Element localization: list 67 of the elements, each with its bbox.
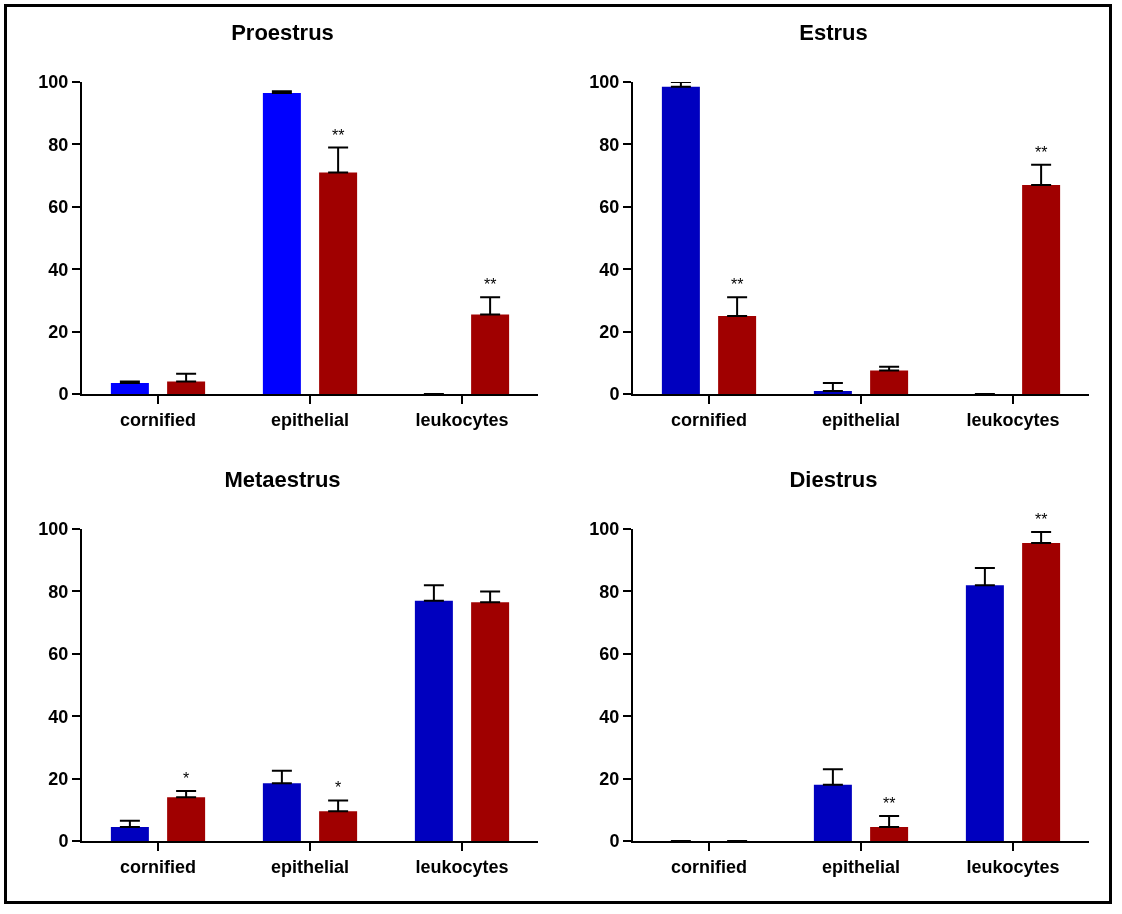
y-tick-label: 100 xyxy=(38,72,69,93)
y-tick-label: 80 xyxy=(48,581,69,602)
bar xyxy=(262,92,301,394)
data-label: ** xyxy=(883,795,896,812)
bar xyxy=(110,826,149,841)
y-tick-label: 40 xyxy=(48,706,69,727)
y-tick-label: 60 xyxy=(48,644,69,665)
y-tick-label: 100 xyxy=(38,519,69,540)
y-tick-label: 60 xyxy=(48,197,69,218)
y-tick-label: 40 xyxy=(599,259,620,280)
bar xyxy=(414,600,453,841)
y-tick-label: 0 xyxy=(58,831,69,852)
y-tick-label: 60 xyxy=(599,197,620,218)
bar xyxy=(870,370,909,394)
y-tick-label: 60 xyxy=(599,644,620,665)
bar xyxy=(319,172,358,394)
data-label: * xyxy=(183,770,190,787)
bar xyxy=(167,797,206,841)
y-tick-label: 100 xyxy=(589,72,620,93)
y-tick-label: 20 xyxy=(48,768,69,789)
x-tick-label: epithelial xyxy=(821,856,901,877)
y-tick-label: 40 xyxy=(48,259,69,280)
bar xyxy=(471,314,510,394)
y-tick-label: 0 xyxy=(609,831,620,852)
bar xyxy=(1022,184,1061,394)
y-tick-label: 80 xyxy=(599,134,620,155)
y-tick-label: 0 xyxy=(609,384,620,405)
bar xyxy=(262,783,301,841)
x-tick-label: cornified xyxy=(119,409,197,430)
data-label: ** xyxy=(1035,144,1048,161)
bar xyxy=(661,86,700,394)
x-tick-label: leukocytes xyxy=(415,409,509,430)
x-tick-label: leukocytes xyxy=(415,856,509,877)
data-label: ** xyxy=(332,127,345,144)
y-tick-label: 100 xyxy=(589,519,620,540)
bar xyxy=(110,383,149,394)
y-tick-label: 80 xyxy=(48,134,69,155)
data-label: ** xyxy=(484,276,497,293)
y-tick-label: 40 xyxy=(599,706,620,727)
x-tick-label: epithelial xyxy=(270,409,350,430)
bar xyxy=(167,381,206,394)
x-tick-label: cornified xyxy=(119,856,197,877)
bar xyxy=(1022,543,1061,841)
bar xyxy=(813,784,852,841)
x-tick-label: epithelial xyxy=(270,856,350,877)
chart-title: Proestrus xyxy=(231,20,334,46)
y-tick-label: 80 xyxy=(599,581,620,602)
y-tick-label: 20 xyxy=(48,321,69,342)
y-tick-label: 20 xyxy=(599,321,620,342)
x-tick-label: cornified xyxy=(670,856,748,877)
x-tick-label: leukocytes xyxy=(966,856,1060,877)
y-tick-label: 20 xyxy=(599,768,620,789)
bar xyxy=(870,826,909,841)
bar xyxy=(471,602,510,841)
data-label: * xyxy=(335,779,342,796)
x-tick-label: epithelial xyxy=(821,409,901,430)
y-tick-label: 0 xyxy=(58,384,69,405)
bar xyxy=(965,585,1004,841)
bar xyxy=(319,811,358,841)
x-tick-label: leukocytes xyxy=(966,409,1060,430)
x-tick-label: cornified xyxy=(670,409,748,430)
chart-title: Diestrus xyxy=(789,467,878,493)
chart-title: Metaestrus xyxy=(224,467,341,493)
data-label: ** xyxy=(1035,511,1048,528)
data-label: ** xyxy=(731,276,744,293)
chart-title: Estrus xyxy=(799,20,868,46)
bar xyxy=(718,316,757,394)
